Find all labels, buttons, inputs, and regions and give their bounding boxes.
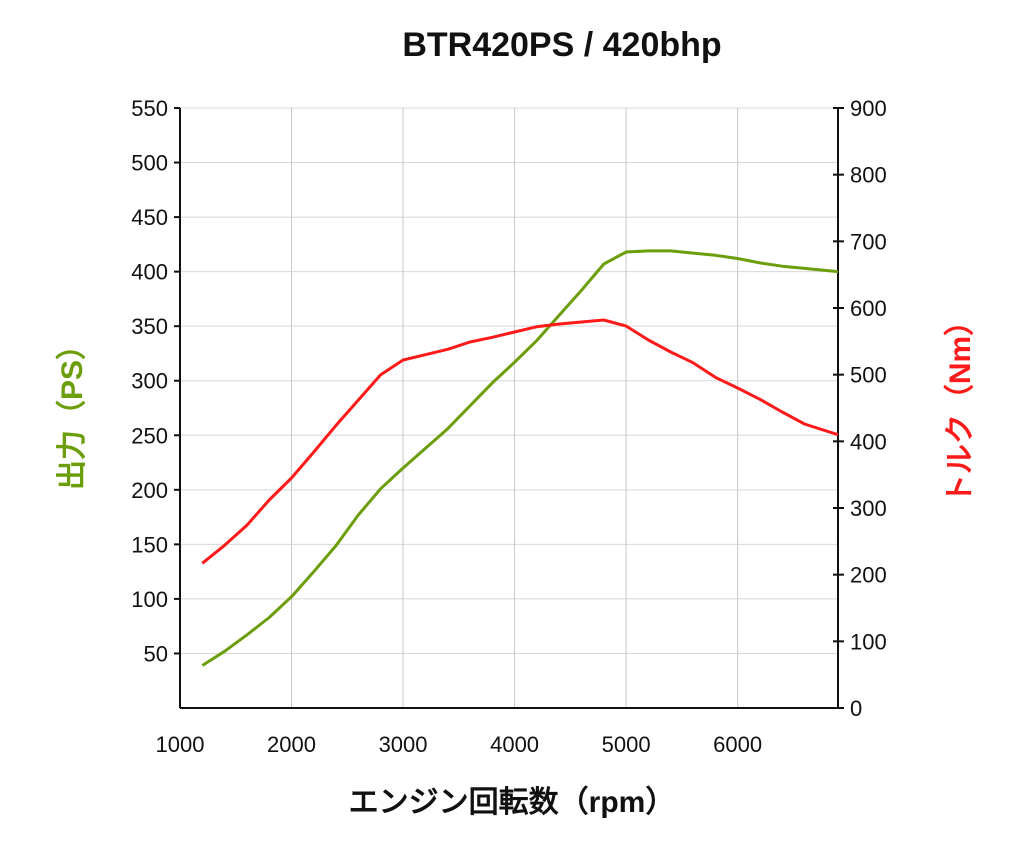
torque-line [201,318,839,565]
y-tick-label: 350 [131,314,168,339]
y2-tick-label: 500 [850,363,887,388]
y2-tick-label: 0 [850,696,862,721]
x-axis-label: エンジン回転数（rpm） [349,785,676,819]
y2-tick-label: 900 [850,96,887,121]
y2-tick-label: 100 [850,629,887,654]
x-tick-label: 3000 [379,732,428,757]
y2-tick-label: 400 [850,429,887,454]
x-tick-label: 1000 [156,732,205,757]
y-tick-label: 50 [144,641,168,666]
y-tick-label: 550 [131,96,168,121]
y2-tick-label: 300 [850,496,887,521]
y2-tick-label: 800 [850,163,887,188]
y2-tick-label: 600 [850,296,887,321]
grid [180,107,838,708]
y-tick-label: 200 [131,478,168,503]
x-tick-label: 4000 [490,732,539,757]
y-tick-label: 100 [131,587,168,612]
y-tick-label: 150 [131,532,168,557]
series [201,249,839,667]
x-tick-label: 6000 [713,732,762,757]
chart-title: BTR420PS / 420bhp [402,26,721,64]
y-axis-label-power: 出力（PS） [55,330,89,490]
y2-tick-label: 700 [850,229,887,254]
y-tick-label: 450 [131,205,168,230]
y-tick-label: 300 [131,369,168,394]
y2-tick-label: 200 [850,563,887,588]
y-tick-label: 500 [131,151,168,176]
power-line [201,249,839,667]
y-tick-label: 400 [131,260,168,285]
y-axis-label-torque: トルク（Nm） [943,306,977,504]
y-tick-label: 250 [131,423,168,448]
x-tick-label: 2000 [267,732,316,757]
x-tick-label: 5000 [602,732,651,757]
